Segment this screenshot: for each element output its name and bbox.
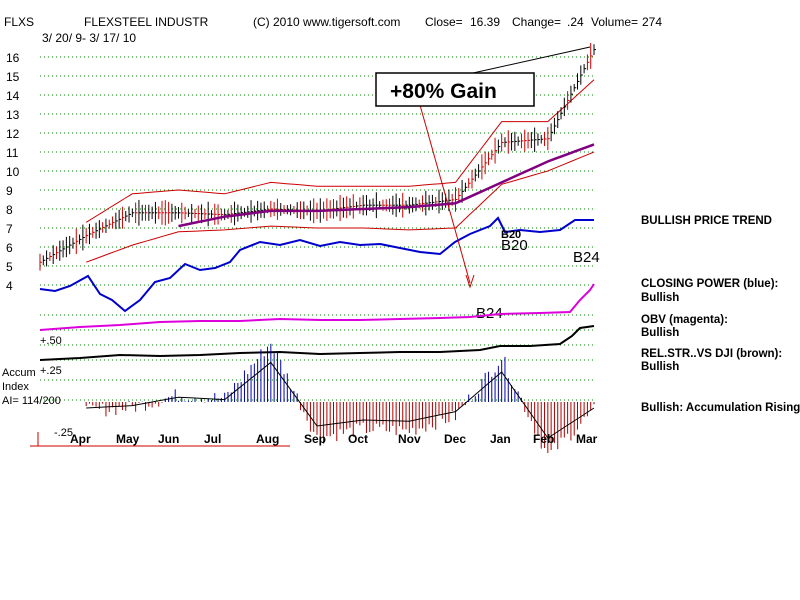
y-tick-label: 15	[6, 70, 20, 84]
x-tick-label: Jun	[158, 432, 179, 446]
x-tick-label: May	[116, 432, 140, 446]
side-relstr-title: REL.STR..VS DJI (brown):	[641, 348, 782, 360]
x-tick-label: Feb	[533, 432, 554, 446]
side-relstr-value: Bullish	[641, 361, 679, 373]
gain-box	[375, 72, 535, 107]
y-tick-label: 9	[6, 184, 13, 198]
gain-arrow-head	[465, 274, 475, 289]
y-tick-label: 6	[6, 241, 13, 255]
y-tick-label: 13	[6, 108, 20, 122]
x-axis-labels: Apr May Jun Jul Aug Sep Oct Nov Dec Jan Feb Mar	[70, 432, 598, 446]
signal-b20: B20	[501, 237, 528, 254]
y-tick-label: 8	[6, 203, 13, 217]
copyright: (C) 2010 www.tigersoft.com	[253, 15, 400, 29]
x-tick-label: Mar	[576, 432, 598, 446]
rel-strength-line	[39, 325, 595, 361]
volume-value: 274	[642, 15, 662, 29]
closing-power	[39, 216, 594, 313]
accum-title-line2: Index	[2, 381, 29, 393]
accum-ai-text: AI= 114/200	[2, 395, 61, 407]
accum-average	[86, 361, 595, 439]
close-value: 16.39	[470, 15, 500, 29]
gain-pointer-line	[472, 46, 591, 74]
accum-level-mid: +.25	[40, 365, 62, 377]
signal-b24-lower: B24	[476, 305, 503, 322]
y-tick-label: 11	[6, 146, 19, 160]
y-tick-label: 10	[6, 165, 20, 179]
volume-label: Volume=	[591, 15, 638, 29]
upper-band	[85, 79, 595, 223]
x-tick-label: Sep	[304, 432, 326, 446]
y-tick-label: 5	[6, 260, 13, 274]
change-label: Change=	[512, 15, 561, 29]
side-closing-power-title: CLOSING POWER (blue):	[641, 278, 778, 290]
lower-band	[86, 151, 595, 263]
y-tick-label: 12	[6, 127, 20, 141]
side-closing-power-value: Bullish	[641, 292, 679, 304]
change-value: .24	[567, 15, 584, 29]
gain-arrow-line	[419, 104, 471, 284]
company-name: FLEXSTEEL INDUSTR	[84, 15, 209, 29]
accumulation-average-line	[86, 361, 595, 439]
gain-text: +80% Gain	[390, 80, 497, 103]
y-tick-label: 7	[6, 222, 13, 236]
x-tick-label: Oct	[348, 432, 368, 446]
x-tick-label: Jan	[490, 432, 511, 446]
signal-b24-right: B24	[573, 249, 600, 266]
accum-level-high: +.50	[40, 335, 62, 347]
moving-average-line	[178, 143, 595, 228]
side-accum-text: Bullish: Accumulation Rising	[641, 402, 800, 414]
y-tick-label: 4	[6, 279, 13, 293]
y-tick-label: 14	[6, 89, 20, 103]
side-obv-title: OBV (magenta):	[641, 314, 728, 326]
side-price-trend: BULLISH PRICE TREND	[641, 215, 772, 227]
x-tick-label: Nov	[398, 432, 421, 446]
ticker: FLXS	[4, 15, 34, 29]
obv	[39, 283, 595, 331]
x-tick-label: Aug	[256, 432, 279, 446]
price-bands	[85, 79, 595, 263]
closing-power-line	[39, 216, 594, 313]
x-tick-label: Apr	[70, 432, 91, 446]
rel-strength	[39, 325, 595, 361]
side-obv-value: Bullish	[641, 327, 679, 339]
y-tick-label: 16	[6, 51, 20, 65]
moving-average	[178, 143, 595, 228]
date-range: 3/ 20/ 9- 3/ 17/ 10	[42, 31, 136, 45]
accum-title-line1: Accum	[2, 367, 36, 379]
x-tick-label: Jul	[204, 432, 221, 446]
close-label: Close=	[425, 15, 463, 29]
obv-line	[39, 283, 595, 331]
y-axis-labels: 16 15 14 13 12 11 10 9 8 7 6 5 4	[6, 51, 20, 293]
x-tick-label: Dec	[444, 432, 466, 446]
accum-level-low: -.25	[54, 427, 73, 439]
signal-b20-small: B20	[501, 229, 521, 241]
